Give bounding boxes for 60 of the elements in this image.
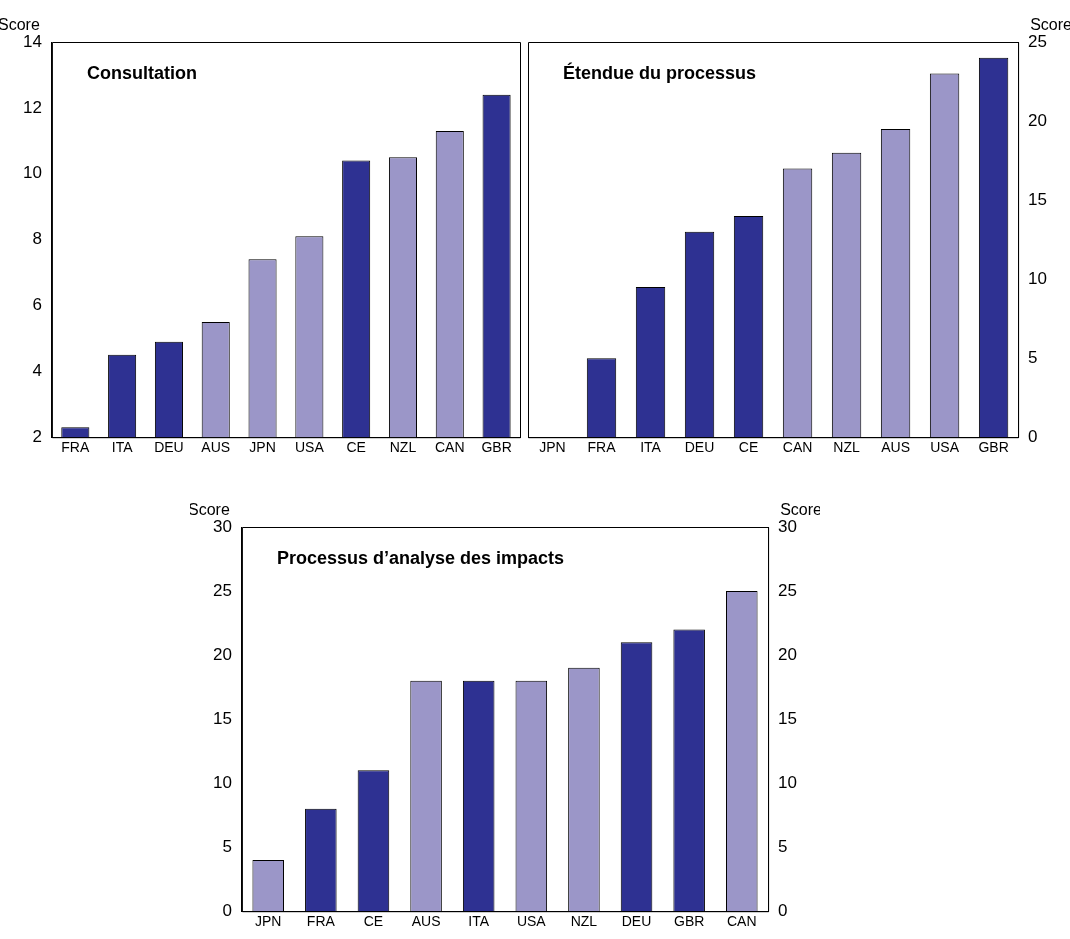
y2-tick-label: 10 (1028, 268, 1048, 288)
x-tick-label: CAN (435, 439, 465, 456)
y-tick-label: 5 (222, 836, 232, 856)
x-tick-label: GBR (673, 913, 705, 930)
y-tick-label: 20 (212, 644, 232, 664)
y-tick-label: 6 (32, 295, 42, 315)
y-tick-label: 12 (22, 97, 42, 117)
y2-tick-label: 0 (778, 900, 788, 920)
x-tick-label: DEU (154, 439, 184, 456)
y-tick-label: 2 (32, 426, 42, 446)
y2-tick-label: 10 (778, 772, 798, 792)
x-tick-label: DEU (684, 439, 715, 456)
text: Processus d’analyse des impacts (276, 547, 565, 568)
x-tick-label: USA (516, 913, 547, 930)
y-tick-label: 8 (32, 229, 42, 249)
x-tick-label: CAN (727, 913, 757, 930)
y-tick-label: 0 (222, 900, 232, 920)
x-tick-label: AUS (201, 439, 231, 456)
x-tick-label: ITA (468, 913, 490, 930)
y2-tick-label: 5 (1028, 347, 1038, 367)
text: Étendue du processus (563, 61, 757, 83)
y-tick-label: 10 (212, 772, 232, 792)
x-tick-label: JPN (249, 439, 276, 456)
x-tick-label: FRA (61, 439, 90, 456)
x-tick-label: ITA (111, 439, 134, 456)
y-tick-label: 10 (22, 163, 42, 183)
text: Consultation (86, 62, 197, 83)
y2-tick-label: 15 (778, 708, 798, 728)
y2-tick-label: 25 (778, 580, 798, 600)
x-tick-label: JPN (254, 913, 282, 930)
x-tick-label: ITA (640, 439, 662, 456)
y2-tick-label: 20 (778, 644, 798, 664)
y2-tick-label: 15 (1028, 189, 1048, 209)
y-tick-label: 15 (212, 708, 232, 728)
y2-tick-label: 30 (778, 516, 798, 536)
x-tick-label: CE (738, 439, 759, 456)
x-tick-label: FRA (306, 913, 336, 930)
y2-tick-label: 25 (1028, 31, 1048, 51)
y-tick-label: 30 (212, 516, 232, 536)
x-tick-label: AUS (411, 913, 441, 930)
y2-tick-label: 5 (778, 836, 788, 856)
x-tick-label: USA (294, 439, 325, 456)
x-tick-label: JPN (539, 439, 566, 456)
x-tick-label: GBR (978, 439, 1009, 456)
y-tick-label: 14 (22, 31, 42, 51)
x-tick-label: GBR (481, 439, 512, 456)
x-tick-label: CE (346, 439, 366, 456)
x-tick-label: CE (363, 913, 384, 930)
y2-tick-label: 20 (1028, 110, 1048, 130)
y-tick-label: 4 (32, 361, 42, 381)
x-tick-label: FRA (587, 439, 617, 456)
x-tick-label: NZL (833, 439, 860, 456)
x-tick-label: CAN (782, 439, 813, 456)
x-tick-label: NZL (570, 913, 598, 930)
x-tick-label: AUS (881, 439, 910, 456)
y2-tick-label: 0 (1028, 426, 1038, 446)
x-tick-label: NZL (389, 439, 417, 456)
x-tick-label: DEU (621, 913, 652, 930)
y-tick-label: 25 (212, 580, 232, 600)
x-tick-label: USA (930, 439, 960, 456)
